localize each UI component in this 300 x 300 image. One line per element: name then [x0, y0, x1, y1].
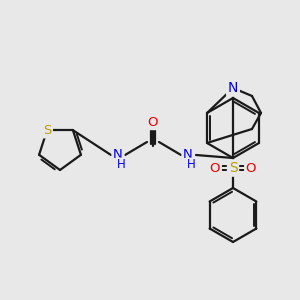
Text: S: S [43, 124, 51, 137]
Text: O: O [246, 161, 256, 175]
Text: O: O [210, 161, 220, 175]
Text: S: S [229, 161, 237, 175]
Text: N: N [183, 148, 193, 161]
Text: O: O [148, 116, 158, 128]
Text: N: N [113, 148, 123, 161]
Text: H: H [187, 158, 195, 172]
Text: H: H [117, 158, 125, 172]
Text: N: N [228, 81, 238, 95]
